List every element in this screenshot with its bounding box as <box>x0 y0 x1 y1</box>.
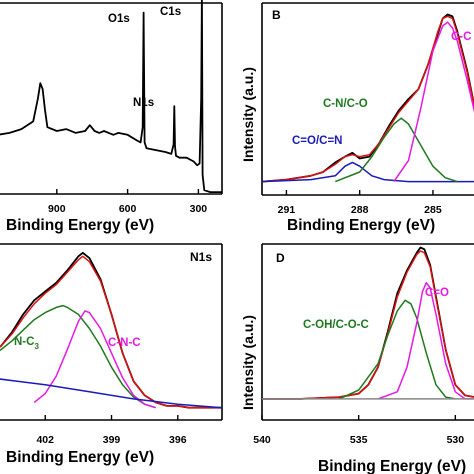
panel-a-o1s-label: O1s <box>108 13 130 25</box>
panel-b-green-component-curve <box>335 117 458 183</box>
panel-c-experimental-curve <box>0 251 222 409</box>
panel-b-c-o-c-n-label: C=O/C=N <box>292 135 343 147</box>
panel-c-magenta-component-curve <box>33 310 156 409</box>
panel-c-n1s: N1s 402 399 396 N-C3 C-N-C Binding Energy … <box>0 243 223 466</box>
panel-d-c-o-label: C=O <box>425 287 449 299</box>
panel-b-magenta-component-curve <box>393 21 474 183</box>
panel-b-tick-label-285: 285 <box>424 204 442 216</box>
panel-b-envelope-fit-curve <box>261 15 474 183</box>
panel-d-letter: D <box>276 251 285 265</box>
panel-b-tick-label-291: 291 <box>278 204 296 216</box>
panel-d-green-component-curve <box>338 299 456 400</box>
panel-d-tick-label-535: 535 <box>350 434 368 446</box>
panel-b-letter: B <box>272 8 281 22</box>
panel-d-magenta-component-curve <box>377 281 474 400</box>
panel-d-tick-label-540: 540 <box>253 434 271 446</box>
panel-c-blue-component-curve <box>0 378 223 409</box>
panel-a-survey: 900 600 300 O1s N1s C1s Binding Energy (eV… <box>0 0 223 234</box>
panel-b-c-n-c-o-label: C-N/C-O <box>323 98 368 110</box>
panel-c-title: N1s <box>190 250 212 264</box>
panel-c-green-component-curve <box>0 304 156 409</box>
panel-b-x-axis-title: Binding Energy (eV) <box>287 217 435 234</box>
panel-a-n1s-label: N1s <box>133 97 154 109</box>
panel-b-experimental-curve <box>261 13 474 183</box>
panel-b-y-axis-title: Intensity (a.u.) <box>240 67 256 162</box>
panel-a-experimental-curve <box>0 0 222 194</box>
panel-d-x-axis-title: Binding Energy (eV) <box>318 458 466 474</box>
panel-c-x-axis-title: Binding Energy (eV) <box>6 449 154 466</box>
panel-b-c-c-label: C-C <box>451 31 471 43</box>
panel-c-c-n-c-label: C-N-C <box>108 337 141 349</box>
panel-d-envelope-fit-curve <box>262 250 474 400</box>
panel-a-c1s-label: C1s <box>160 6 181 18</box>
panel-d-c-oh-label: C-OH/C-O-C <box>303 319 369 331</box>
panel-c-tick-label-402: 402 <box>36 434 54 446</box>
panel-d-o1s: D 540 535 530 C-OH/C-O-C C=O Intensity (a.… <box>240 243 474 474</box>
panel-c-tick-label-396: 396 <box>169 434 187 446</box>
panel-a-tick-label-300: 300 <box>190 203 208 215</box>
panel-a-tick-label-900: 900 <box>48 203 66 215</box>
panel-b-tick-label-288: 288 <box>351 204 369 216</box>
panel-c-tick-label-399: 399 <box>103 434 121 446</box>
panel-c-n-c3-label: N-C3 <box>14 336 39 351</box>
panel-d-y-axis-title: Intensity (a.u.) <box>240 315 256 410</box>
panel-c-envelope-fit-curve <box>0 255 222 409</box>
panel-a-x-axis-title: Binding Energy (eV) <box>6 217 154 234</box>
panel-a-tick-label-600: 600 <box>119 203 137 215</box>
panel-b-c1s: B 291 288 285 C=O/C=N C-N/C-O C-C Intensit… <box>240 2 474 234</box>
panel-d-tick-label-530: 530 <box>447 434 465 446</box>
